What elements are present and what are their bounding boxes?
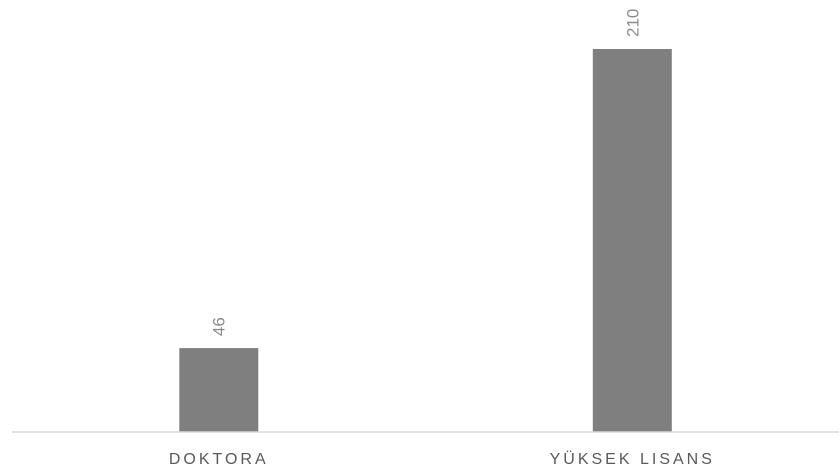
bar-1 [179, 348, 259, 432]
category-label-2: YÜKSEK LISANS [550, 450, 715, 468]
category-labels-layer: DOKTORA YÜKSEK LISANS [169, 450, 715, 468]
bars-layer [179, 49, 672, 432]
data-label-1: 46 [210, 317, 229, 336]
bar-2 [592, 49, 672, 432]
category-label-1: DOKTORA [169, 451, 269, 468]
data-labels-layer: 46 210 [210, 9, 643, 336]
data-label-2: 210 [623, 9, 642, 37]
